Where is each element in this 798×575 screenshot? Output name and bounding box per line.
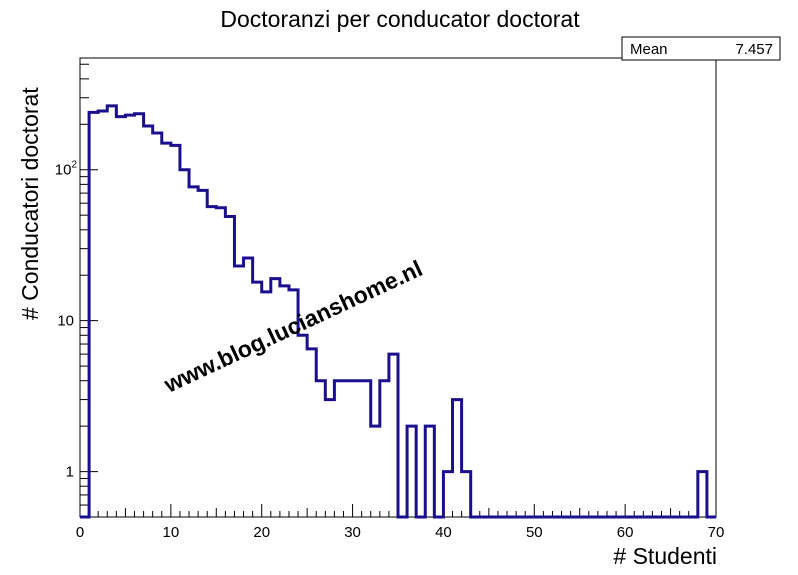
histogram-series xyxy=(80,104,716,519)
stats-box-frame xyxy=(621,36,781,61)
y-axis-title: # Conducatori doctorat xyxy=(17,87,43,320)
y-tick-label: 1 xyxy=(66,464,74,481)
x-tick-label: 0 xyxy=(76,524,84,541)
x-tick-label: 30 xyxy=(344,524,361,541)
stats-mean-label: Mean xyxy=(630,41,668,58)
y-tick-label: 102 xyxy=(55,160,78,179)
x-axis: 0 10 20 30 40 50 60 70 xyxy=(76,504,725,541)
y-axis: 1 10 102 xyxy=(55,58,98,518)
stats-box: Mean 7.457 xyxy=(621,36,781,61)
x-axis-title: # Studenti xyxy=(613,543,717,569)
x-tick-label: 40 xyxy=(435,524,452,541)
y-tick-label: 10 xyxy=(57,313,74,330)
x-tick-label: 70 xyxy=(708,524,725,541)
x-tick-label: 20 xyxy=(253,524,270,541)
stats-mean-value: 7.457 xyxy=(735,41,773,58)
x-tick-label: 60 xyxy=(617,524,634,541)
x-tick-label: 10 xyxy=(163,524,180,541)
chart-title: Doctoranzi per conducator doctorat xyxy=(220,6,580,32)
watermark-text: www.blog.lucianshome.nl xyxy=(159,255,426,398)
x-tick-label: 50 xyxy=(526,524,543,541)
